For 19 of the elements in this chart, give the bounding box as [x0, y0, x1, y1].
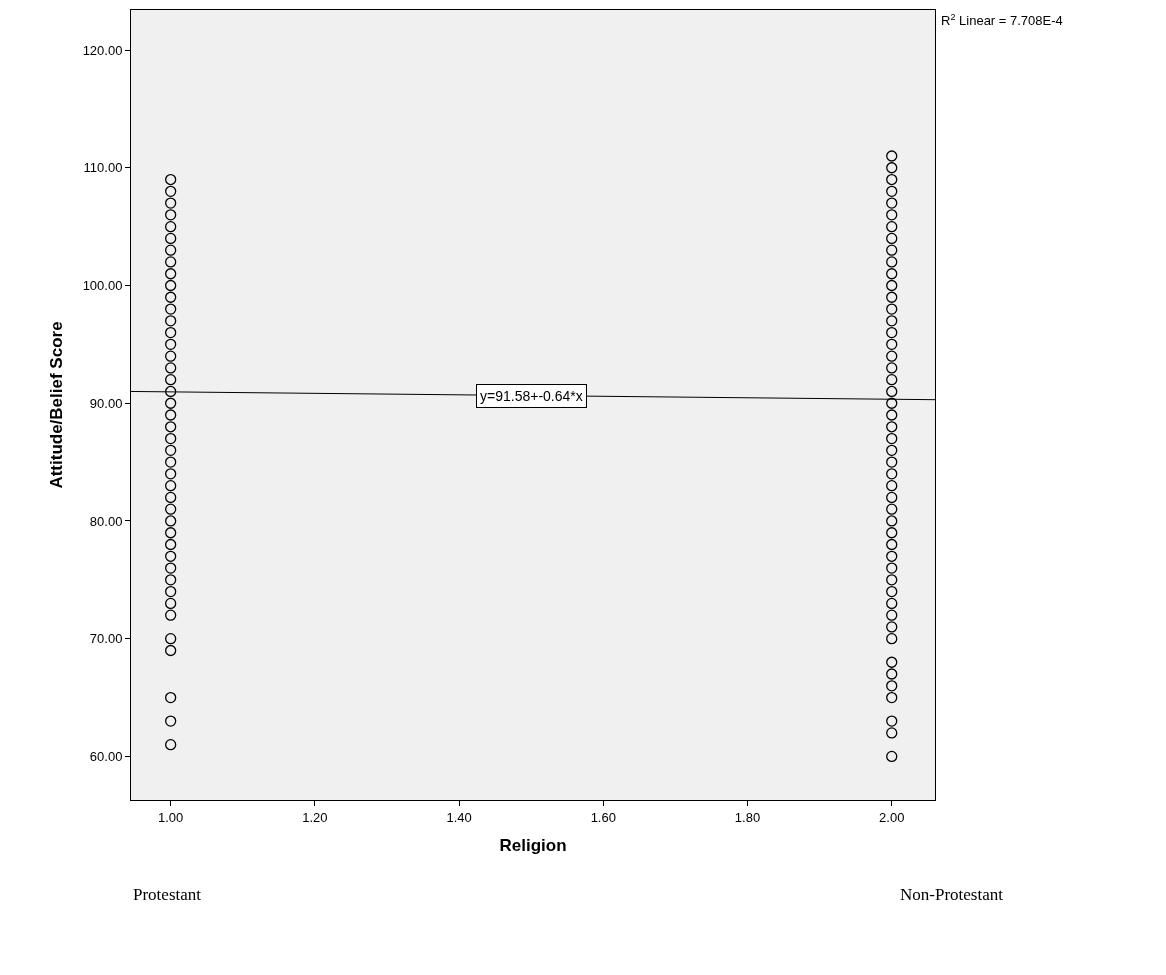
x-tick-label: 1.00 [158, 809, 184, 825]
y-tick-label: 80.00 [89, 513, 123, 529]
y-tick-label: 70.00 [89, 631, 123, 647]
x-tick-label: 2.00 [879, 809, 905, 825]
y-tick-label: 120.00 [82, 42, 123, 58]
annotation: y=91.58+-0.64*x [480, 388, 583, 404]
x-axis-title: Religion [499, 836, 567, 855]
y-tick-label: 60.00 [89, 748, 123, 764]
x-tick-label: 1.40 [446, 809, 472, 825]
y-axis-title: Attitude/Belief Score [47, 321, 67, 489]
x-tick-label: 1.20 [302, 809, 328, 825]
x-tick-label: 1.60 [590, 809, 616, 825]
y-tick-label: 100.00 [82, 278, 123, 294]
text: Non-Protestant [900, 885, 1004, 904]
text: Protestant [133, 885, 202, 904]
y-tick-label: 90.00 [89, 395, 123, 411]
x-tick-label: 1.80 [734, 809, 761, 825]
y-tick-label: 110.00 [83, 160, 123, 176]
text: R$^{2}$ Linear = 7.708E-4 [941, 12, 1063, 29]
